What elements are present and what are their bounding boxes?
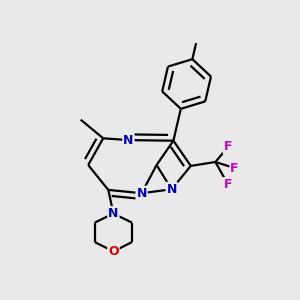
Text: O: O (108, 245, 119, 258)
Text: F: F (224, 140, 232, 154)
Text: F: F (230, 161, 239, 175)
Text: N: N (167, 183, 177, 196)
Text: F: F (224, 178, 232, 191)
Text: N: N (108, 207, 118, 220)
Text: N: N (123, 134, 134, 147)
Text: N: N (136, 187, 147, 200)
